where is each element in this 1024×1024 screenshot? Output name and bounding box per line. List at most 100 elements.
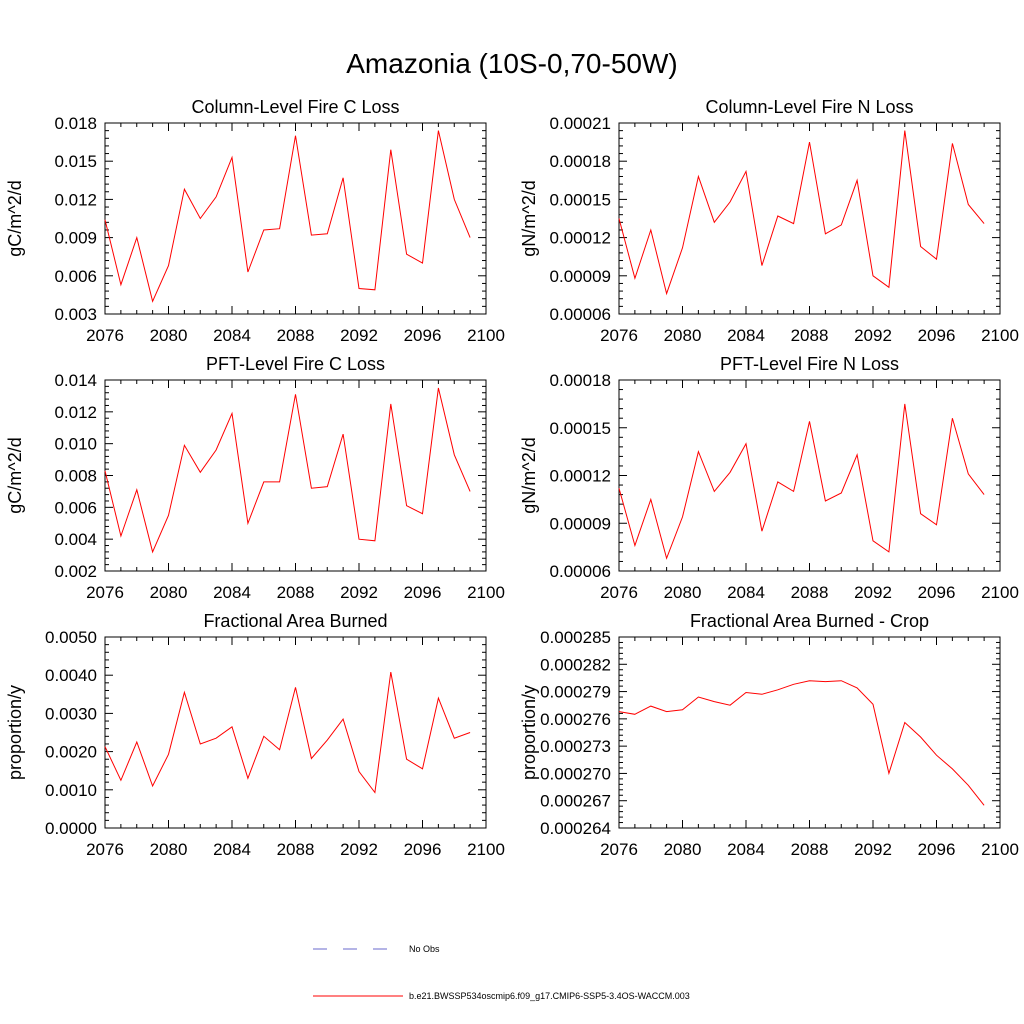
plot-frame [618,122,1001,315]
x-tick-label: 2088 [277,583,315,602]
figure-title: Amazonia (10S-0,70-50W) [346,48,678,79]
series-line [618,403,985,560]
x-tick-label: 2092 [854,840,892,859]
y-tick-label: 0.000282 [540,655,611,674]
x-tick-label: 2088 [791,840,829,859]
chart-title: Fractional Area Burned - Crop [690,611,929,631]
y-tick-label: 0.0040 [45,666,97,685]
plot-frame [104,636,487,829]
y-tick-label: 0.00018 [550,371,611,390]
series-line [104,672,471,794]
x-tick-label: 2100 [981,840,1019,859]
y-tick-label: 0.006 [54,498,97,517]
x-tick-label: 2096 [918,840,956,859]
x-tick-label: 2096 [404,840,442,859]
x-tick-label: 2100 [467,583,505,602]
x-tick-label: 2080 [150,583,188,602]
x-tick-label: 2100 [981,326,1019,345]
x-tick-label: 2088 [277,840,315,859]
x-tick-label: 2084 [727,326,765,345]
x-tick-label: 2076 [86,326,124,345]
x-tick-label: 2092 [854,326,892,345]
y-axis-label: gC/m^2/d [5,180,25,256]
x-tick-label: 2092 [340,326,378,345]
series-line [618,130,985,296]
x-tick-label: 2076 [600,840,638,859]
y-tick-label: 0.003 [54,305,97,324]
y-tick-label: 0.00012 [550,229,611,248]
y-tick-label: 0.00012 [550,467,611,486]
x-tick-label: 2096 [404,326,442,345]
x-tick-label: 2096 [404,583,442,602]
y-tick-label: 0.00018 [550,152,611,171]
chart-panel: PFT-Level Fire C Loss gC/m^2/d 2076 2080 208… [5,354,505,602]
x-tick-label: 2100 [981,583,1019,602]
y-tick-label: 0.002 [54,562,97,581]
x-tick-label: 2076 [600,583,638,602]
y-tick-label: 0.018 [54,114,97,133]
y-tick-label: 0.004 [54,530,97,549]
series-line [104,387,471,554]
chart-panel: Column-Level Fire N Loss gN/m^2/d 2076 2080… [519,97,1019,345]
y-tick-label: 0.000285 [540,628,611,647]
x-tick-label: 2080 [664,326,702,345]
y-axis-label: proportion/y [5,685,25,780]
y-axis-label: proportion/y [519,685,539,780]
y-tick-label: 0.014 [54,371,97,390]
x-tick-label: 2100 [467,840,505,859]
y-tick-label: 0.012 [54,403,97,422]
y-tick-label: 0.00015 [550,419,611,438]
x-tick-label: 2080 [150,326,188,345]
x-tick-label: 2076 [86,583,124,602]
x-tick-label: 2084 [727,583,765,602]
x-tick-label: 2096 [918,583,956,602]
y-tick-label: 0.012 [54,190,97,209]
x-tick-label: 2088 [277,326,315,345]
chart-title: Column-Level Fire N Loss [705,97,913,117]
plot-frame [618,379,1001,572]
y-tick-label: 0.000279 [540,683,611,702]
y-tick-label: 0.000267 [540,792,611,811]
x-tick-label: 2076 [86,840,124,859]
y-tick-label: 0.000273 [540,737,611,756]
x-tick-label: 2092 [854,583,892,602]
y-tick-label: 0.00015 [550,190,611,209]
x-tick-label: 2084 [213,583,251,602]
y-tick-label: 0.0050 [45,628,97,647]
y-tick-label: 0.0020 [45,743,97,762]
y-tick-label: 0.00006 [550,562,611,581]
plot-frame [618,636,1001,829]
y-tick-label: 0.010 [54,435,97,454]
y-tick-label: 0.0010 [45,781,97,800]
x-tick-label: 2100 [467,326,505,345]
x-tick-label: 2088 [791,583,829,602]
x-tick-label: 2092 [340,583,378,602]
y-tick-label: 0.000270 [540,764,611,783]
x-tick-label: 2084 [213,840,251,859]
x-tick-label: 2096 [918,326,956,345]
chart-title: PFT-Level Fire C Loss [206,354,385,374]
y-tick-label: 0.00009 [550,514,611,533]
y-tick-label: 0.000276 [540,710,611,729]
y-axis-label: gN/m^2/d [519,180,539,256]
plot-frame [104,122,487,315]
y-tick-label: 0.0000 [45,819,97,838]
x-tick-label: 2084 [727,840,765,859]
y-tick-label: 0.009 [54,229,97,248]
y-tick-label: 0.015 [54,152,97,171]
series-line [104,130,471,303]
y-tick-label: 0.00021 [550,114,611,133]
y-axis-label: gN/m^2/d [519,437,539,513]
chart-panel: Fractional Area Burned - Crop proportion/… [519,611,1019,859]
x-tick-label: 2080 [664,840,702,859]
y-tick-label: 0.0030 [45,704,97,723]
y-axis-label: gC/m^2/d [5,437,25,513]
x-tick-label: 2088 [791,326,829,345]
chart-panel: PFT-Level Fire N Loss gN/m^2/d 2076 2080 208… [519,354,1019,602]
x-tick-label: 2084 [213,326,251,345]
x-tick-label: 2080 [150,840,188,859]
y-tick-label: 0.00006 [550,305,611,324]
series-line [618,680,985,806]
x-tick-label: 2092 [340,840,378,859]
